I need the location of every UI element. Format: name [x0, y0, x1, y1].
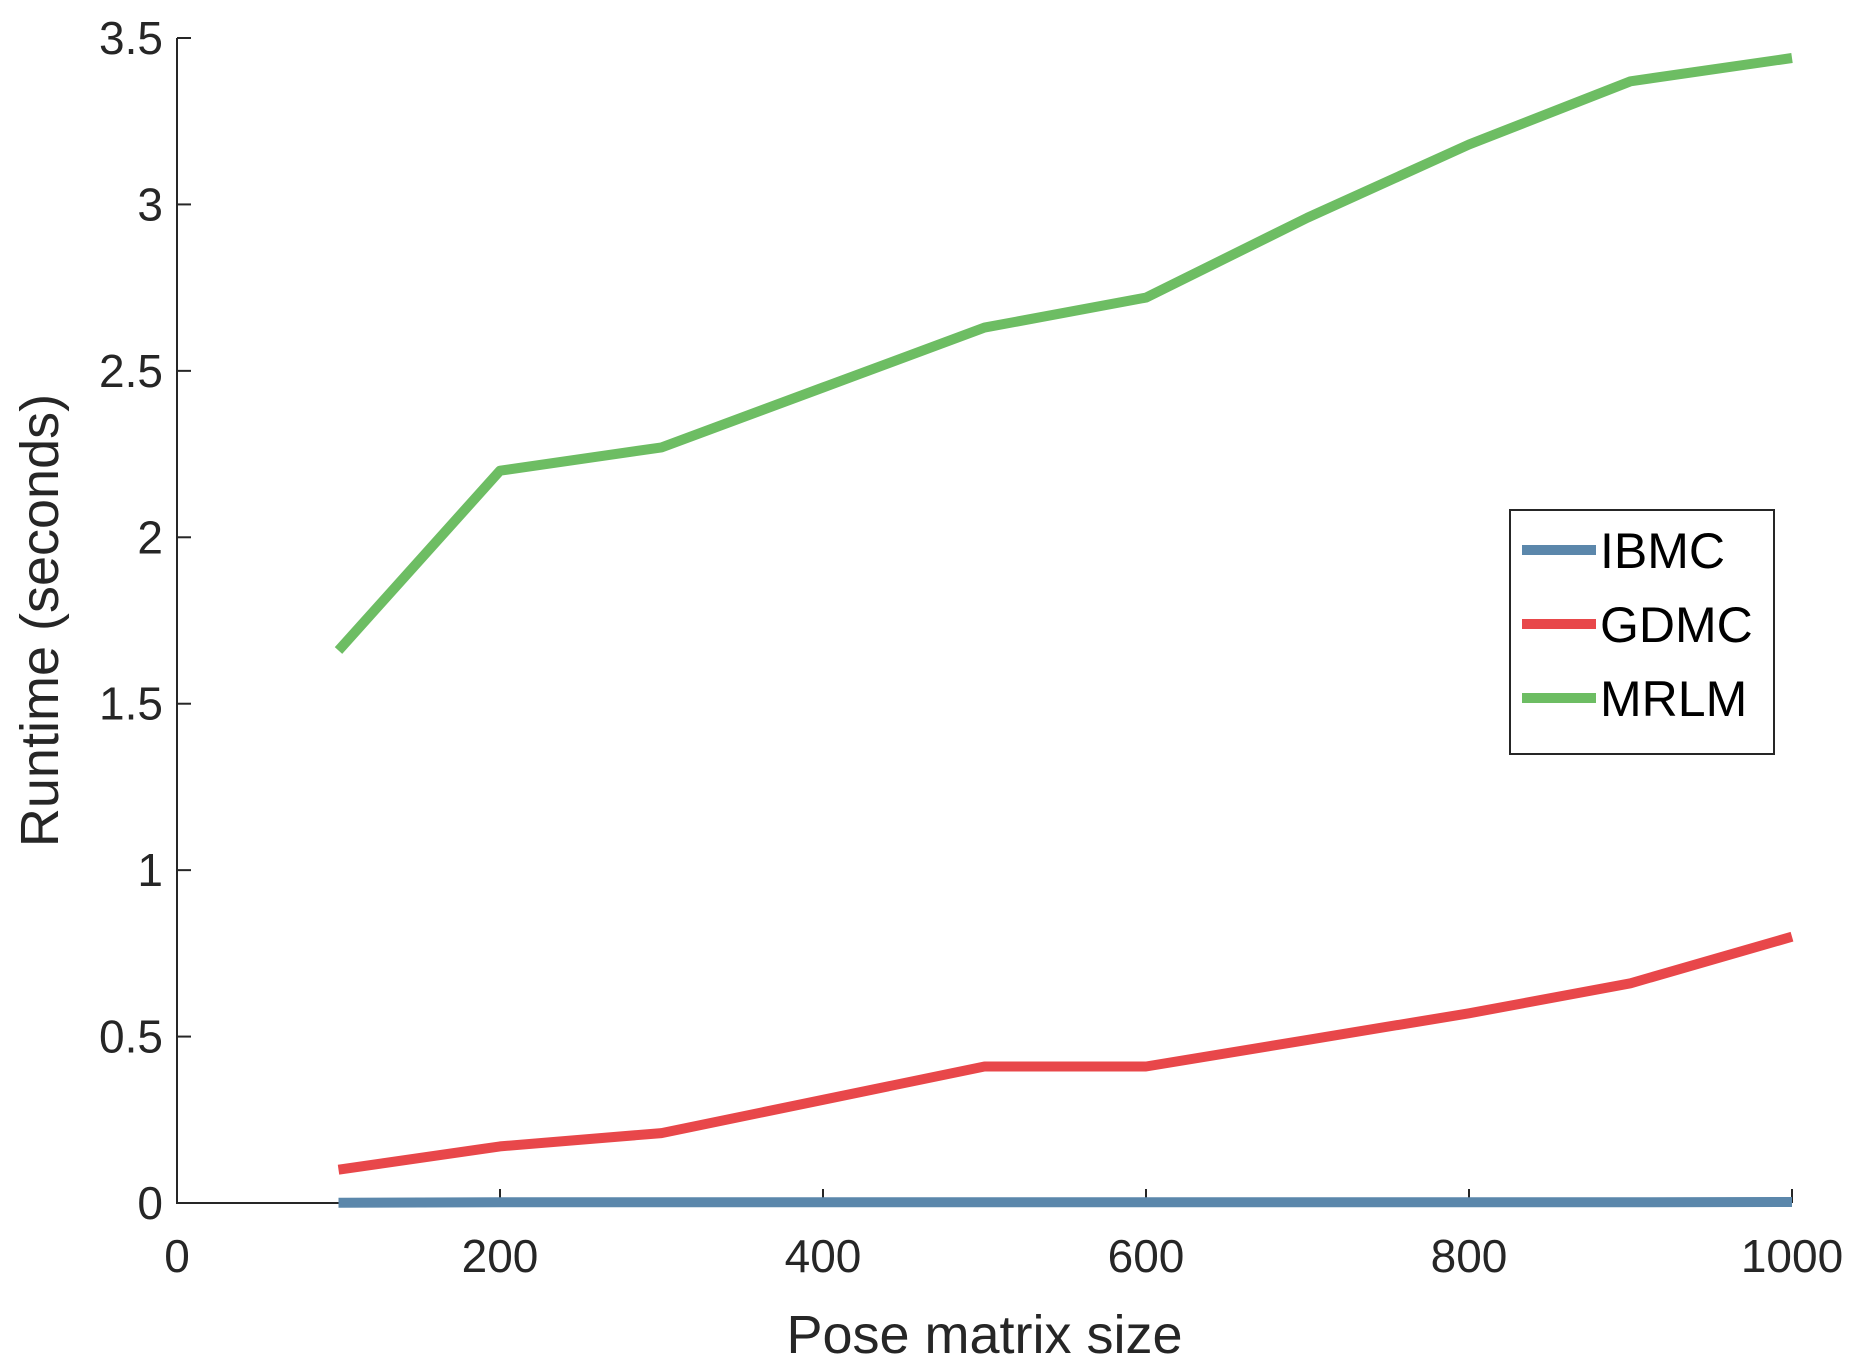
legend-label-ibmc: IBMC: [1600, 523, 1725, 579]
y-tick-label: 3: [137, 178, 163, 230]
series-line-gdmc: [337, 931, 1794, 1175]
x-tick-label: 400: [785, 1230, 862, 1282]
legend-label-mrlm: MRLM: [1600, 671, 1747, 727]
y-tick-label: 1.5: [99, 678, 163, 730]
y-tick-label: 3.5: [99, 12, 163, 64]
ticks: 0 200 400 600 800 1000 0 0.5 1 1.5 2 2.5 3 3.5: [99, 12, 1843, 1282]
x-tick-label: 600: [1108, 1230, 1185, 1282]
y-tick-label: 0: [137, 1177, 163, 1229]
y-tick-label: 1: [137, 844, 163, 896]
x-tick-label: 0: [164, 1230, 190, 1282]
x-tick-label: 800: [1431, 1230, 1508, 1282]
y-tick-label: 0.5: [99, 1011, 163, 1063]
x-tick-label: 200: [462, 1230, 539, 1282]
series-group: [334, 53, 1794, 1208]
series-line-ibmc: [338, 1197, 1793, 1208]
legend: IBMC GDMC MRLM: [1509, 509, 1775, 755]
series-line-mrlm: [334, 53, 1793, 654]
y-tick-label: 2.5: [99, 345, 163, 397]
x-axis-label: Pose matrix size: [786, 1305, 1182, 1365]
y-axis-label: Runtime (seconds): [10, 394, 70, 847]
legend-label-gdmc: GDMC: [1600, 597, 1753, 653]
y-tick-label: 2: [137, 511, 163, 563]
x-tick-label: 1000: [1741, 1230, 1843, 1282]
